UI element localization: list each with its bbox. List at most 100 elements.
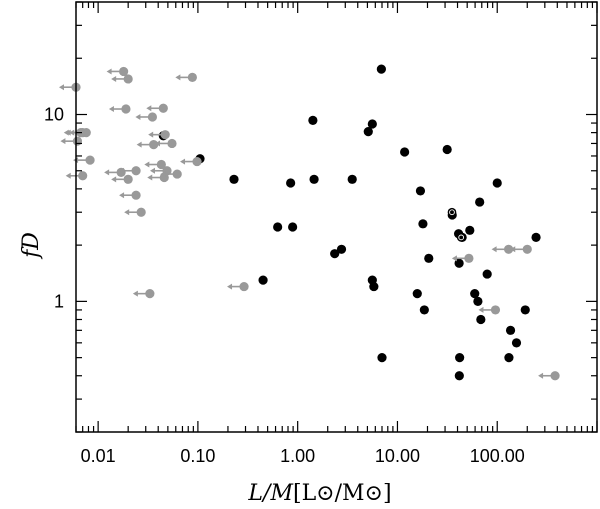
data-point-open: [449, 209, 455, 216]
tick-labels: 0.01 0.10 1.00 10.00 100.00 1 10: [44, 105, 525, 466]
upper-limit-arrow-head: [148, 131, 154, 138]
data-point: [531, 232, 541, 242]
data-point-ring: [447, 207, 457, 217]
data-point: [400, 147, 410, 157]
data-point: [309, 174, 319, 184]
data-point: [258, 275, 268, 285]
data-point: [78, 171, 88, 181]
data-point: [482, 269, 492, 279]
plot-frame: [75, 1, 598, 433]
x-axis-label-unit: [L⊙/M⊙]: [293, 481, 392, 506]
data-point: [470, 289, 480, 299]
series-1: [59, 66, 560, 381]
data-point: [503, 244, 514, 254]
data-point: [192, 156, 202, 167]
data-point: [473, 296, 483, 306]
data-point: [123, 74, 133, 84]
upper-limit-arrow-head: [510, 246, 516, 253]
data-point: [229, 174, 239, 184]
data-point: [412, 289, 422, 299]
data-point: [376, 64, 386, 74]
upper-limit-arrow-head: [111, 75, 117, 82]
data-point: [492, 178, 502, 188]
data-point: [505, 325, 516, 335]
upper-limit-arrow-head: [111, 176, 117, 183]
data-point: [158, 103, 168, 113]
data-point: [455, 353, 465, 363]
y-tick-label: 1: [54, 291, 64, 311]
axis-ticks: [75, 1, 598, 433]
upper-limit-arrow-head: [60, 138, 66, 145]
upper-limit-arrow-head: [227, 283, 233, 290]
x-tick-label: 0.10: [180, 446, 215, 466]
x-tick-label: 0.01: [81, 446, 116, 466]
data-point: [131, 166, 141, 176]
data-point: [442, 144, 452, 155]
data-point: [363, 127, 373, 137]
data-point: [159, 172, 169, 183]
data-point: [149, 140, 159, 150]
data-point: [369, 281, 379, 292]
upper-limit-arrow-head: [149, 167, 155, 174]
upper-limit-arrow-head: [65, 172, 71, 179]
upper-limit-arrow-head: [180, 158, 186, 165]
upper-limit-arrow-head: [106, 68, 112, 75]
data-points: [59, 64, 560, 381]
x-axis-label: L/M[L⊙/M⊙]: [247, 481, 391, 506]
data-point: [367, 119, 377, 129]
data-point: [330, 249, 340, 259]
upper-limit-arrow-head: [491, 246, 497, 253]
data-point: [85, 155, 95, 165]
upper-limit-arrow-head: [175, 74, 181, 81]
data-point: [136, 207, 146, 217]
data-point: [308, 115, 318, 125]
data-point: [131, 190, 141, 200]
data-point: [116, 167, 126, 178]
upper-limit-arrow-head: [124, 209, 130, 216]
data-point: [490, 305, 501, 315]
data-point: [145, 289, 155, 299]
data-point: [187, 72, 197, 82]
upper-limit-arrow-head: [155, 140, 161, 147]
data-point: [147, 112, 158, 122]
data-point: [520, 305, 530, 315]
upper-limit-arrow-head: [59, 84, 64, 91]
data-point: [123, 174, 133, 184]
data-point: [336, 244, 347, 254]
upper-limit-arrow-head: [478, 306, 484, 313]
data-point: [286, 178, 296, 188]
data-point: [156, 159, 166, 170]
upper-limit-arrow-head: [144, 161, 150, 168]
data-point: [288, 222, 298, 232]
data-point: [504, 353, 514, 363]
y-tick-label: 10: [44, 105, 64, 125]
upper-limit-arrow-head: [108, 106, 114, 113]
upper-limit-arrow-head: [451, 255, 457, 262]
x-axis-label-main: L/M: [247, 481, 293, 506]
data-point: [476, 314, 486, 325]
data-point: [72, 136, 83, 146]
data-point: [424, 253, 434, 263]
data-point: [347, 174, 357, 184]
y-axis-label: fD: [19, 232, 44, 260]
upper-limit-arrow-head: [119, 192, 125, 199]
data-point: [239, 281, 249, 292]
data-point: [464, 253, 474, 263]
data-point: [475, 197, 485, 207]
data-point: [415, 186, 426, 196]
data-point: [377, 353, 387, 363]
x-tick-label: 100.00: [470, 446, 525, 466]
upper-limit-arrow-head: [538, 372, 544, 379]
x-tick-label: 10.00: [375, 446, 420, 466]
data-point: [522, 244, 532, 254]
upper-limit-arrow-head: [104, 169, 110, 176]
data-point: [419, 305, 429, 315]
series-0: [158, 64, 541, 381]
upper-limit-arrow-head: [63, 129, 69, 136]
upper-limit-arrow-head: [136, 141, 142, 148]
data-point: [511, 338, 522, 348]
x-tick-label: 1.00: [280, 446, 315, 466]
upper-limit-arrow-head: [119, 167, 125, 174]
data-point: [418, 219, 428, 229]
